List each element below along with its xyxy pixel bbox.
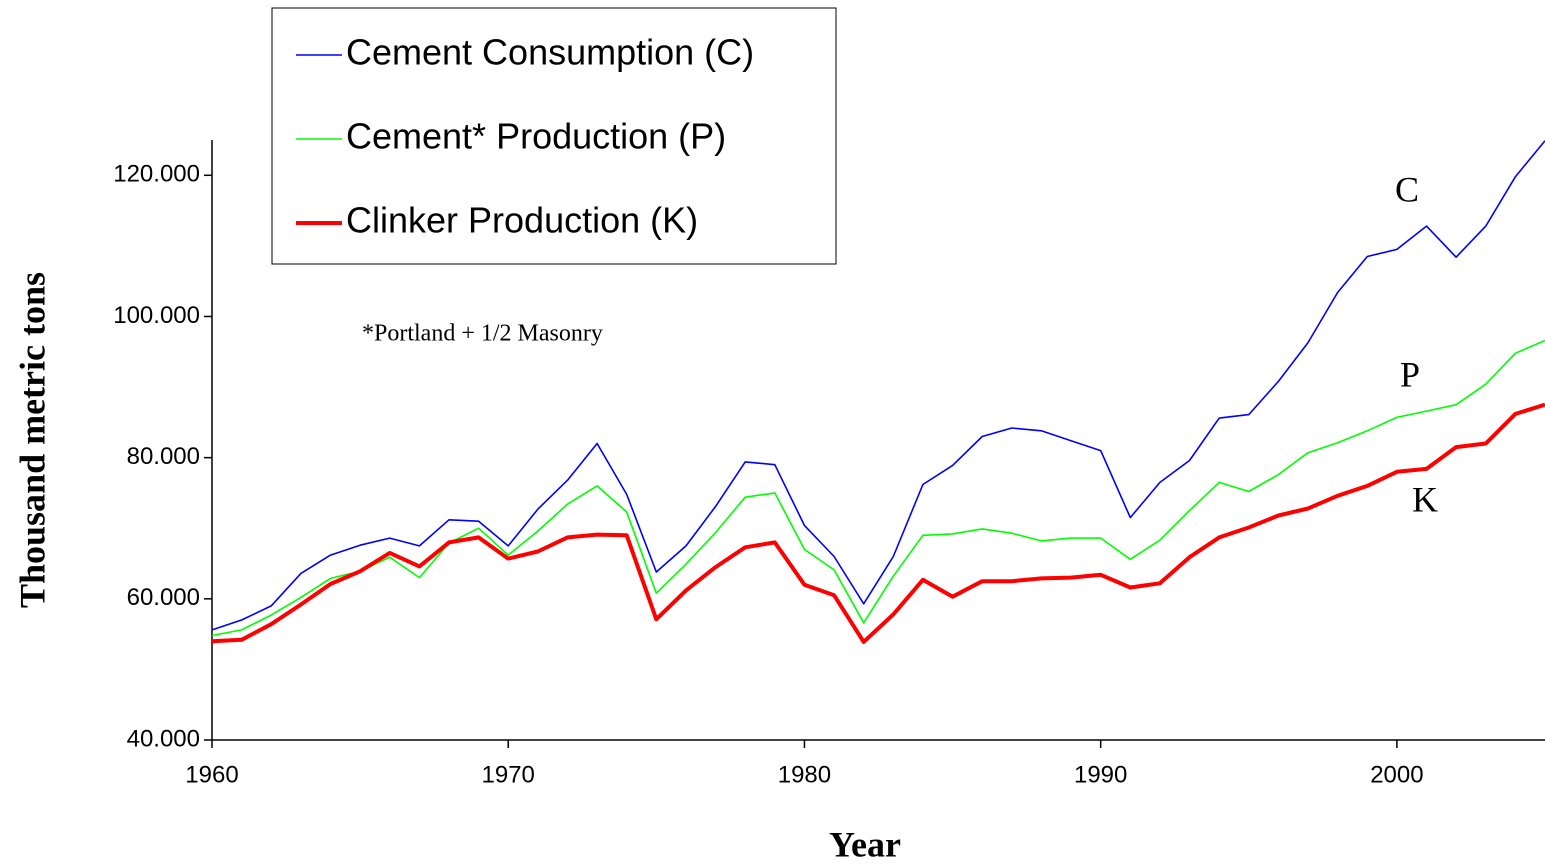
series-line [211, 402, 1545, 644]
series-line [211, 140, 1545, 631]
x-tick-label: 1970 [482, 761, 535, 788]
x-tick-label: 1980 [778, 761, 831, 788]
annotation: K [1412, 479, 1438, 519]
y-axis-title: Thousand metric tons [12, 272, 52, 608]
legend-label: Clinker Production (K) [346, 200, 698, 241]
annotation: P [1400, 354, 1420, 394]
y-tick-label: 60.000 [127, 584, 200, 611]
y-tick-label: 40.000 [127, 725, 200, 752]
annotation: C [1395, 169, 1419, 209]
x-tick-label: 2000 [1370, 761, 1423, 788]
y-tick-label: 120.000 [113, 161, 200, 188]
x-axis-title: Year [829, 824, 901, 864]
series-line [211, 339, 1545, 637]
annotation: *Portland + 1/2 Masonry [362, 321, 603, 347]
y-tick-label: 80.000 [127, 443, 200, 470]
legend-label: Cement* Production (P) [346, 116, 726, 157]
x-tick-label: 1990 [1074, 761, 1127, 788]
legend-label: Cement Consumption (C) [346, 32, 754, 73]
y-tick-label: 100.000 [113, 302, 200, 329]
legend-box [271, 7, 837, 265]
x-tick-label: 1960 [185, 761, 238, 788]
